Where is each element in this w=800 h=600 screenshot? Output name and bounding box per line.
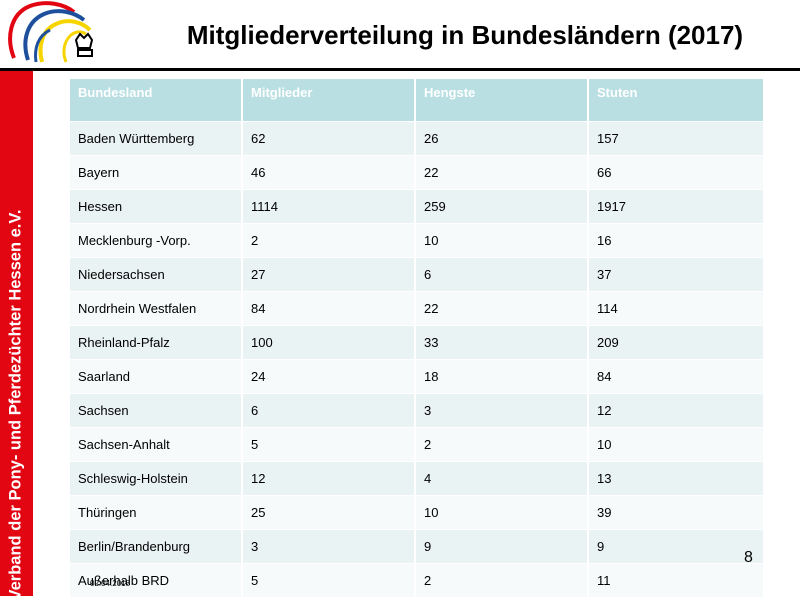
cell-bundesland: Hessen <box>70 189 243 223</box>
table-row: Sachsen-Anhalt 5 2 10 <box>70 427 763 461</box>
cell-bundesland: Nordrhein Westfalen <box>70 291 243 325</box>
table-row: Bayern 46 22 66 <box>70 155 763 189</box>
cell-hengste: 22 <box>416 155 589 189</box>
cell-bundesland: Niedersachsen <box>70 257 243 291</box>
cell-stuten: 66 <box>589 155 763 189</box>
table-header-row: Bundesland Mitglieder Hengste Stuten <box>70 79 763 121</box>
table-row: Schleswig-Holstein 12 4 13 <box>70 461 763 495</box>
cell-bundesland: Saarland <box>70 359 243 393</box>
cell-bundesland: Sachsen <box>70 393 243 427</box>
footer-date: 02.04.2018 <box>90 579 131 588</box>
cell-hengste: 6 <box>416 257 589 291</box>
cell-hengste: 18 <box>416 359 589 393</box>
table-row: Außerhalb BRD 5 2 11 <box>70 563 763 597</box>
table-row: Sachsen 6 3 12 <box>70 393 763 427</box>
page-number: 8 <box>744 549 753 566</box>
cell-hengste: 10 <box>416 495 589 529</box>
cell-mitglieder: 25 <box>243 495 416 529</box>
cell-mitglieder: 5 <box>243 427 416 461</box>
cell-stuten: 37 <box>589 257 763 291</box>
cell-stuten: 39 <box>589 495 763 529</box>
page-title: Mitgliederverteilung in Bundesländern (2… <box>186 20 744 50</box>
cell-stuten: 157 <box>589 121 763 155</box>
cell-bundesland: Mecklenburg -Vorp. <box>70 223 243 257</box>
cell-stuten: 11 <box>589 563 763 597</box>
cell-hengste: 4 <box>416 461 589 495</box>
cell-stuten: 10 <box>589 427 763 461</box>
cell-mitglieder: 5 <box>243 563 416 597</box>
cell-bundesland: Schleswig-Holstein <box>70 461 243 495</box>
horse-heads-logo-icon <box>0 0 120 66</box>
cell-stuten: 12 <box>589 393 763 427</box>
cell-bundesland: Rheinland-Pfalz <box>70 325 243 359</box>
cell-bundesland: Sachsen-Anhalt <box>70 427 243 461</box>
sidebar-banner: Verband der Pony- und Pferdezüchter Hess… <box>0 71 33 600</box>
cell-mitglieder: 84 <box>243 291 416 325</box>
members-table: Bundesland Mitglieder Hengste Stuten Bad… <box>70 79 763 597</box>
cell-mitglieder: 1114 <box>243 189 416 223</box>
column-header-mitglieder: Mitglieder <box>243 79 416 121</box>
table-row: Mecklenburg -Vorp. 2 10 16 <box>70 223 763 257</box>
cell-mitglieder: 62 <box>243 121 416 155</box>
cell-stuten: 9 <box>589 529 763 563</box>
column-header-hengste: Hengste <box>416 79 589 121</box>
table-row: Rheinland-Pfalz 100 33 209 <box>70 325 763 359</box>
cell-hengste: 2 <box>416 427 589 461</box>
table-row: Baden Württemberg 62 26 157 <box>70 121 763 155</box>
cell-bundesland: Thüringen <box>70 495 243 529</box>
cell-mitglieder: 46 <box>243 155 416 189</box>
table-row: Hessen 1114 259 1917 <box>70 189 763 223</box>
table-row: Thüringen 25 10 39 <box>70 495 763 529</box>
cell-stuten: 84 <box>589 359 763 393</box>
table-row: Berlin/Brandenburg 3 9 9 <box>70 529 763 563</box>
cell-mitglieder: 6 <box>243 393 416 427</box>
cell-mitglieder: 100 <box>243 325 416 359</box>
table-row: Saarland 24 18 84 <box>70 359 763 393</box>
cell-bundesland: Außerhalb BRD <box>70 563 243 597</box>
cell-hengste: 9 <box>416 529 589 563</box>
cell-mitglieder: 2 <box>243 223 416 257</box>
cell-mitglieder: 3 <box>243 529 416 563</box>
cell-hengste: 22 <box>416 291 589 325</box>
cell-stuten: 1917 <box>589 189 763 223</box>
cell-hengste: 3 <box>416 393 589 427</box>
cell-bundesland: Bayern <box>70 155 243 189</box>
title-divider <box>0 68 800 71</box>
column-header-bundesland: Bundesland <box>70 79 243 121</box>
cell-stuten: 209 <box>589 325 763 359</box>
cell-hengste: 33 <box>416 325 589 359</box>
cell-mitglieder: 27 <box>243 257 416 291</box>
cell-stuten: 13 <box>589 461 763 495</box>
cell-stuten: 114 <box>589 291 763 325</box>
sidebar-organization-name: Verband der Pony- und Pferdezüchter Hess… <box>6 209 25 600</box>
cell-mitglieder: 24 <box>243 359 416 393</box>
table-row: Niedersachsen 27 6 37 <box>70 257 763 291</box>
cell-hengste: 10 <box>416 223 589 257</box>
cell-bundesland: Berlin/Brandenburg <box>70 529 243 563</box>
cell-hengste: 2 <box>416 563 589 597</box>
cell-hengste: 259 <box>416 189 589 223</box>
cell-stuten: 16 <box>589 223 763 257</box>
cell-hengste: 26 <box>416 121 589 155</box>
cell-mitglieder: 12 <box>243 461 416 495</box>
table-row: Nordrhein Westfalen 84 22 114 <box>70 291 763 325</box>
cell-bundesland: Baden Württemberg <box>70 121 243 155</box>
column-header-stuten: Stuten <box>589 79 763 121</box>
